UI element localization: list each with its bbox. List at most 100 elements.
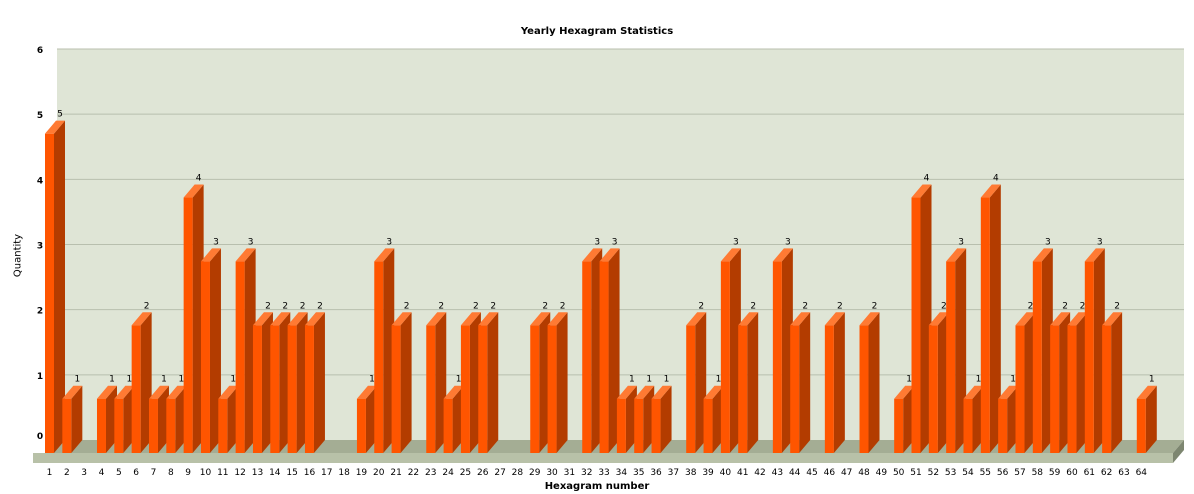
bar	[478, 325, 488, 453]
bar-side	[539, 312, 551, 453]
data-label: 2	[317, 301, 323, 311]
data-label: 1	[109, 375, 115, 385]
data-label: 3	[248, 237, 254, 247]
bar-side	[157, 385, 169, 453]
data-label: 2	[698, 301, 704, 311]
bar-top	[703, 385, 724, 399]
bar	[720, 261, 730, 453]
x-tick-label: 14	[269, 468, 281, 478]
x-tick-label: 49	[876, 468, 888, 478]
x-tick-label: 25	[460, 468, 471, 478]
bar-side	[556, 312, 568, 453]
data-label: 2	[404, 301, 410, 311]
bar	[96, 398, 106, 453]
x-tick-label: 53	[945, 468, 956, 478]
x-tick-label: 38	[685, 468, 697, 478]
data-label: 2	[1062, 301, 1068, 311]
x-tick-label: 24	[442, 468, 454, 478]
x-axis-label: Hexagram number	[544, 481, 650, 492]
bar-side	[1111, 312, 1123, 453]
y-tick-label: 6	[37, 46, 43, 56]
bar	[547, 325, 557, 453]
x-tick-label: 12	[234, 468, 245, 478]
data-label: 1	[1010, 375, 1016, 385]
bar-side	[695, 312, 707, 453]
bar	[928, 325, 938, 453]
x-tick-label: 44	[789, 468, 801, 478]
bar-side	[400, 312, 412, 453]
x-tick-label: 30	[546, 468, 558, 478]
bar-top	[946, 248, 967, 262]
x-tick-label: 2	[64, 468, 70, 478]
bar-side	[729, 248, 741, 453]
data-label: 2	[750, 301, 756, 311]
bar	[270, 325, 280, 453]
x-tick-label: 50	[893, 468, 905, 478]
y-tick-label: 0	[37, 432, 43, 442]
bar	[391, 325, 401, 453]
bar	[1084, 261, 1094, 453]
bar	[790, 325, 800, 453]
x-tick-label: 61	[1084, 468, 1095, 478]
x-tick-label: 64	[1136, 468, 1148, 478]
x-tick-label: 18	[338, 468, 350, 478]
y-tick-label: 5	[37, 111, 43, 121]
x-tick-label: 57	[1014, 468, 1025, 478]
bar	[148, 398, 158, 453]
bar-top	[252, 312, 273, 326]
x-tick-label: 46	[824, 468, 836, 478]
x-tick-label: 41	[737, 468, 748, 478]
chart-title: Yearly Hexagram Statistics	[520, 26, 674, 37]
data-label: 1	[230, 375, 236, 385]
bar-side	[435, 312, 447, 453]
bar	[963, 398, 973, 453]
bar-top	[460, 312, 481, 326]
y-tick-label: 1	[37, 372, 43, 382]
bar	[911, 197, 921, 453]
bar-top	[1032, 248, 1053, 262]
bar-top	[720, 248, 741, 262]
bar-top	[980, 184, 1001, 198]
bar-top	[287, 312, 308, 326]
bar-side	[71, 385, 83, 453]
data-label: 1	[456, 375, 462, 385]
data-label: 2	[872, 301, 878, 311]
bar-side	[487, 312, 499, 453]
bar-top	[616, 385, 637, 399]
bar-side	[868, 312, 880, 453]
x-tick-label: 37	[668, 468, 679, 478]
x-tick-label: 58	[1032, 468, 1044, 478]
x-tick-label: 8	[168, 468, 174, 478]
bar-side	[140, 312, 152, 453]
bar	[62, 398, 72, 453]
data-label: 2	[1028, 301, 1034, 311]
bar-side	[383, 248, 395, 453]
x-tick-label: 26	[477, 468, 489, 478]
bar	[582, 261, 592, 453]
bar-side	[660, 385, 672, 453]
data-label: 2	[837, 301, 843, 311]
bar-side	[920, 184, 932, 453]
bar-side	[313, 312, 325, 453]
data-label: 2	[560, 301, 566, 311]
x-tick-label: 39	[702, 468, 714, 478]
x-tick-label: 35	[633, 468, 644, 478]
data-label: 3	[785, 237, 791, 247]
data-label: 2	[300, 301, 306, 311]
data-label: 2	[144, 301, 150, 311]
x-tick-label: 3	[81, 468, 87, 478]
bar	[686, 325, 696, 453]
bar-side	[972, 385, 984, 453]
data-label: 4	[993, 174, 999, 184]
bar-side	[192, 184, 204, 453]
bar	[356, 398, 366, 453]
bar-top	[148, 385, 169, 399]
bar-top	[374, 248, 395, 262]
data-label: 2	[265, 301, 271, 311]
data-label: 2	[1114, 301, 1120, 311]
data-label: 1	[369, 375, 375, 385]
bar-top	[634, 385, 655, 399]
x-tick-label: 62	[1101, 468, 1112, 478]
x-tick-label: 42	[754, 468, 765, 478]
